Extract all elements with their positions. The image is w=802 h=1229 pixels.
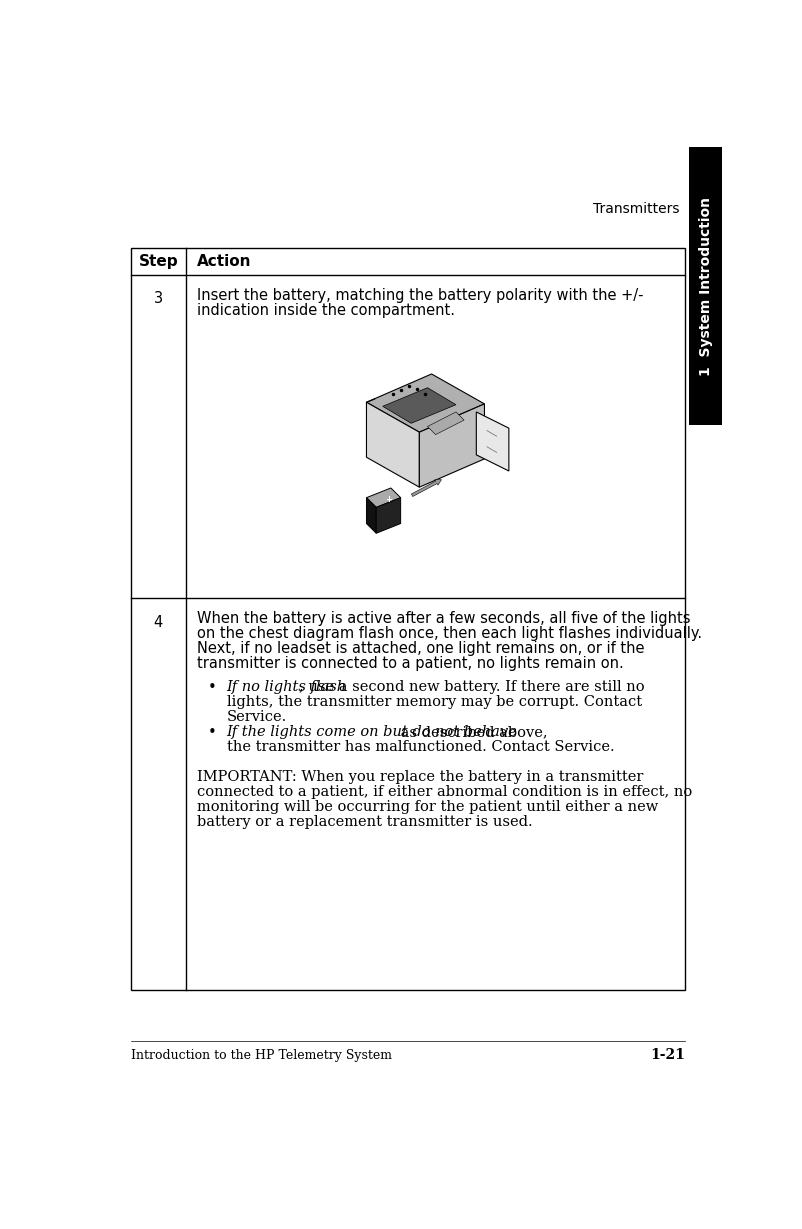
Text: connected to a patient, if either abnormal condition is in effect, no: connected to a patient, if either abnorm… — [197, 785, 692, 799]
Polygon shape — [367, 402, 419, 487]
FancyArrow shape — [411, 479, 441, 497]
Text: IMPORTANT: When you replace the battery in a transmitter: IMPORTANT: When you replace the battery … — [197, 771, 643, 784]
Text: Step: Step — [139, 253, 178, 269]
Text: transmitter is connected to a patient, no lights remain on.: transmitter is connected to a patient, n… — [197, 656, 624, 671]
Text: •: • — [209, 680, 217, 696]
Text: Insert the battery, matching the battery polarity with the +/-: Insert the battery, matching the battery… — [197, 288, 644, 302]
Polygon shape — [367, 498, 376, 533]
Text: If the lights come on but do not behave: If the lights come on but do not behave — [227, 725, 517, 739]
Polygon shape — [427, 412, 464, 435]
Polygon shape — [367, 488, 401, 508]
Text: battery or a replacement transmitter is used.: battery or a replacement transmitter is … — [197, 815, 533, 830]
Text: Transmitters: Transmitters — [593, 202, 680, 216]
Polygon shape — [376, 498, 401, 533]
Text: When the battery is active after a few seconds, all five of the lights: When the battery is active after a few s… — [197, 611, 691, 626]
Polygon shape — [419, 404, 484, 487]
Text: the transmitter has malfunctioned. Contact Service.: the transmitter has malfunctioned. Conta… — [227, 740, 614, 755]
Text: , use a second new battery. If there are still no: , use a second new battery. If there are… — [299, 680, 645, 694]
Polygon shape — [367, 374, 484, 433]
Polygon shape — [476, 412, 508, 471]
Text: Service.: Service. — [227, 710, 287, 724]
Text: 1-21: 1-21 — [650, 1048, 686, 1062]
Text: Next, if no leadset is attached, one light remains on, or if the: Next, if no leadset is attached, one lig… — [197, 642, 645, 656]
Text: indication inside the compartment.: indication inside the compartment. — [197, 302, 455, 317]
Text: 4: 4 — [154, 614, 163, 630]
Text: as described above,: as described above, — [395, 725, 547, 739]
Text: 3: 3 — [154, 291, 163, 306]
Text: 1  System Introduction: 1 System Introduction — [699, 197, 712, 376]
Text: Action: Action — [197, 253, 252, 269]
Text: monitoring will be occurring for the patient until either a new: monitoring will be occurring for the pat… — [197, 800, 658, 814]
Polygon shape — [383, 387, 456, 423]
Bar — [689, 147, 722, 425]
Text: Introduction to the HP Telemetry System: Introduction to the HP Telemetry System — [132, 1048, 392, 1062]
Text: •: • — [209, 725, 217, 740]
Bar — [132, 247, 686, 989]
Text: lights, the transmitter memory may be corrupt. Contact: lights, the transmitter memory may be co… — [227, 696, 642, 709]
Text: +: + — [385, 495, 392, 504]
Text: If no lights flash: If no lights flash — [227, 680, 346, 694]
Text: on the chest diagram flash once, then each light flashes individually.: on the chest diagram flash once, then ea… — [197, 626, 703, 642]
